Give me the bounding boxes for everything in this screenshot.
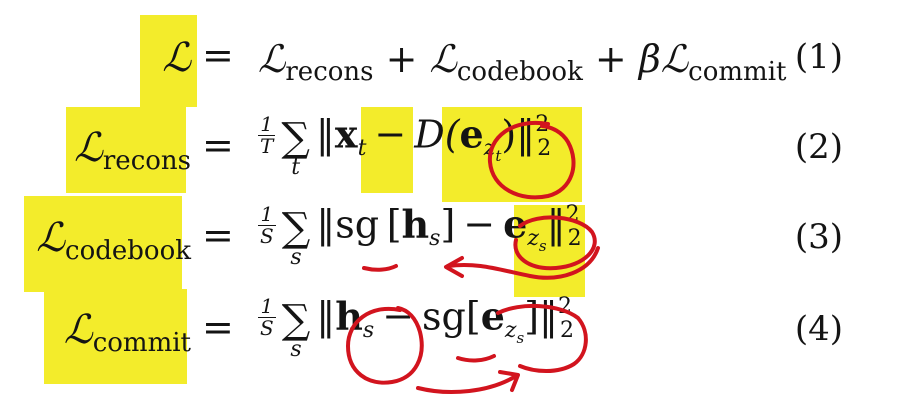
equation-number: (3)	[794, 217, 843, 257]
equation-1: ℒ = ℒrecons + ℒcodebook + βℒcommit (1)	[0, 16, 911, 96]
equals-sign: =	[202, 123, 234, 167]
arrow-eq3	[446, 246, 600, 280]
equation-number: (1)	[794, 37, 843, 77]
equation-2-rhs: 1 T ∑ t ‖xt − D(ezt)‖22	[258, 111, 552, 180]
summation: ∑ t	[281, 114, 310, 180]
summation: ∑ s	[281, 204, 311, 270]
equation-number: (4)	[794, 309, 843, 349]
equation-2-lhs: ℒrecons	[74, 125, 191, 176]
arrow-eq3-head	[444, 256, 464, 278]
equation-2: ℒrecons = 1 T ∑ t ‖xt − D(ezt)‖22 (2)	[0, 106, 911, 186]
underline-sg-eq4	[456, 354, 496, 363]
equation-1-lhs: ℒ	[162, 35, 191, 81]
equation-4-rhs: 1 S ∑ s ‖hs − sg[ezs]‖22	[258, 293, 575, 362]
bracket-box-e-zs-eq4	[496, 303, 588, 373]
circle-e-zt	[487, 120, 576, 200]
highlight-e-zt	[442, 107, 582, 202]
arrow-eq4-head	[498, 370, 520, 392]
equation-4: ℒcommit = 1 S ∑ s ‖hs − sg[ezs]‖22 (4)	[0, 288, 911, 368]
equals-sign: =	[202, 213, 234, 257]
circle-h-s-eq4	[346, 306, 424, 385]
highlight-loss-commit	[44, 289, 187, 384]
highlight-loss-codebook	[24, 196, 182, 292]
equation-number: (2)	[794, 127, 843, 167]
arrow-eq4	[416, 374, 518, 394]
highlight-loss-total	[140, 15, 197, 107]
equation-3-lhs: ℒcodebook	[36, 215, 191, 266]
equation-1-rhs: ℒrecons + ℒcodebook + βℒcommit	[258, 37, 787, 87]
equals-sign: =	[202, 33, 234, 77]
equals-sign: =	[202, 305, 234, 349]
underline-sg-eq3	[362, 264, 398, 272]
highlight-x-t	[361, 107, 413, 193]
equation-3: ℒcodebook = 1 S ∑ s ‖sg [hs] − ezs‖22 (3)	[0, 196, 911, 276]
summation: ∑ s	[281, 296, 311, 362]
highlight-loss-recons	[66, 107, 186, 193]
equation-4-lhs: ℒcommit	[63, 307, 191, 358]
circle-e-zs-eq3	[513, 215, 597, 271]
